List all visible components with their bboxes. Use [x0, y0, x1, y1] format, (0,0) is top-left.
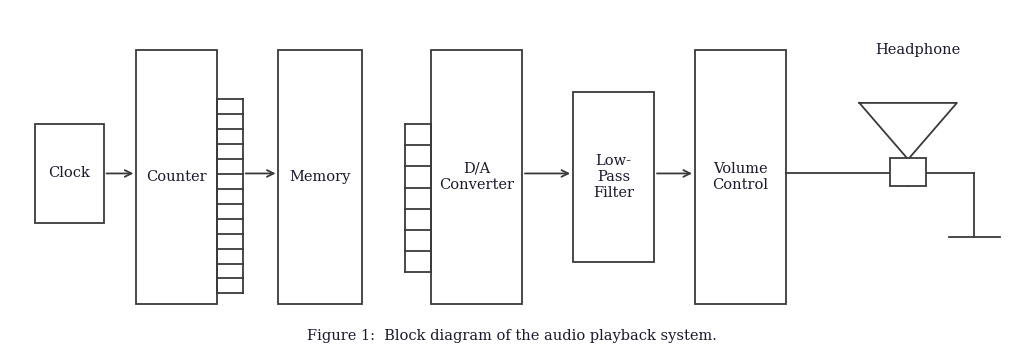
Bar	[695, 50, 786, 304]
Bar	[279, 50, 361, 304]
Text: D/A
Converter: D/A Converter	[439, 162, 514, 192]
Bar	[890, 158, 927, 186]
Bar	[35, 124, 103, 223]
Text: Counter: Counter	[146, 170, 207, 184]
Text: Figure 1:  Block diagram of the audio playback system.: Figure 1: Block diagram of the audio pla…	[307, 329, 717, 343]
Bar	[573, 92, 654, 262]
Bar	[136, 50, 217, 304]
Text: Clock: Clock	[48, 166, 90, 180]
Bar	[431, 50, 522, 304]
Text: Volume
Control: Volume Control	[713, 162, 769, 192]
Text: Low-
Pass
Filter: Low- Pass Filter	[593, 154, 634, 200]
Text: Headphone: Headphone	[876, 43, 961, 57]
Text: Memory: Memory	[290, 170, 351, 184]
